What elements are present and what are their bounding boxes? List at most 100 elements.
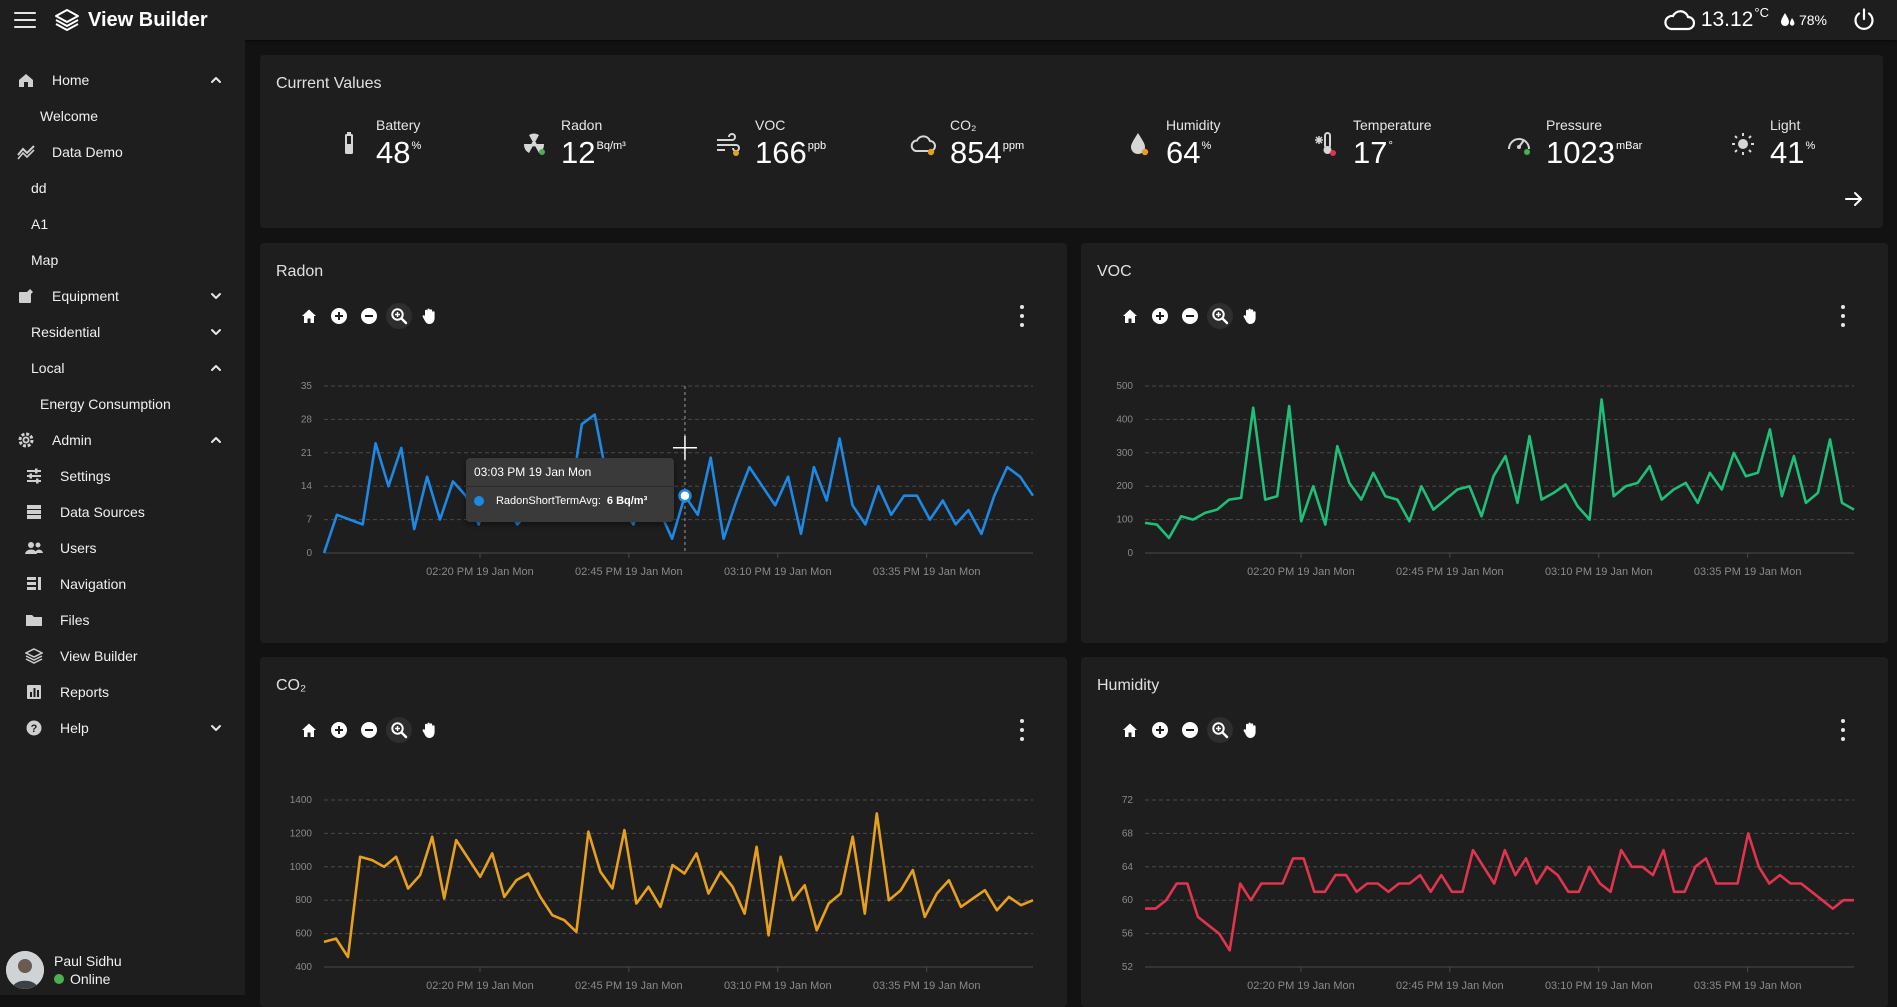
x-tick-label: 03:35 PM 19 Jan Mon <box>873 566 981 578</box>
sidebar-item-navigation[interactable]: Navigation <box>0 567 245 601</box>
user-profile[interactable]: Paul Sidhu Online <box>6 951 122 989</box>
more-vert-icon[interactable] <box>1019 305 1025 327</box>
zoom-in-icon[interactable] <box>1147 303 1173 329</box>
y-tick-label: 400 <box>1116 414 1133 425</box>
more-vert-icon[interactable] <box>1840 719 1846 741</box>
hovered-data-point[interactable] <box>678 488 692 503</box>
magnifier-icon[interactable] <box>386 303 412 329</box>
avatar[interactable] <box>6 951 44 989</box>
humidity-chart-title: Humidity <box>1097 677 1160 694</box>
voc-series-line[interactable] <box>1144 398 1855 540</box>
sidebar-item-label: Map <box>31 252 59 268</box>
x-tick-label: 03:35 PM 19 Jan Mon <box>873 980 981 992</box>
home-icon[interactable] <box>296 303 322 329</box>
pan-hand-icon[interactable] <box>416 303 442 329</box>
zoom-out-icon[interactable] <box>356 717 382 743</box>
current-value-number: 12Bq/m³ <box>561 135 626 171</box>
arrow-right-icon[interactable] <box>1843 188 1865 210</box>
zoom-in-icon[interactable] <box>326 717 352 743</box>
data-sources-icon <box>25 503 43 521</box>
pan-hand-icon[interactable] <box>416 717 442 743</box>
more-vert-icon[interactable] <box>1840 305 1846 327</box>
humidity-series-line[interactable] <box>1145 832 1854 952</box>
online-status-dot <box>54 974 64 984</box>
user-status-label: Online <box>70 971 111 987</box>
y-tick-label: 68 <box>1122 828 1134 839</box>
sidebar-item-residential[interactable]: Residential <box>0 315 245 349</box>
tooltip-series-name: RadonShortTermAvg: <box>495 494 601 507</box>
sidebar-item-map[interactable]: Map <box>0 243 245 277</box>
current-value-label: Light <box>1770 117 1801 133</box>
home-icon[interactable] <box>1117 717 1143 743</box>
pan-hand-icon[interactable] <box>1237 303 1263 329</box>
current-value-number: 48% <box>376 135 421 171</box>
sidebar-item-dd[interactable]: dd <box>0 171 245 205</box>
voc-line-chart[interactable]: 0 100 200 300 400 500 02:20 PM 19 Jan Mon 02:45… <box>1081 243 1888 643</box>
radon-chart-title: Radon <box>276 263 324 280</box>
radon-line-chart[interactable]: 0 7 14 21 28 35 02:20 PM 19 Jan Mon 02:45 PM 19… <box>260 243 1067 643</box>
sidebar-item-welcome[interactable]: Welcome <box>0 99 245 133</box>
menu-icon[interactable] <box>14 12 36 28</box>
users-icon <box>25 539 43 557</box>
tooltip-series-marker <box>473 495 484 506</box>
sidebar-item-label: Admin <box>52 432 92 448</box>
sidebar-item-reports[interactable]: Reports <box>0 675 245 709</box>
x-tick-label: 02:45 PM 19 Jan Mon <box>575 566 683 578</box>
current-value-amount: 12 <box>561 135 596 170</box>
tooltip-row: RadonShortTermAvg: 6 Bq/m³ <box>466 487 674 515</box>
zoom-out-icon[interactable] <box>356 303 382 329</box>
y-tick-label: 1400 <box>290 795 313 806</box>
sidebar-item-help[interactable]: ? Help <box>0 711 245 745</box>
voc-chart-title: VOC <box>1097 263 1132 280</box>
sidebar-item-files[interactable]: Files <box>0 603 245 637</box>
sidebar-item-equipment[interactable]: Equipment <box>0 279 245 313</box>
data-demo-icon <box>17 143 35 161</box>
sidebar-item-energy-consumption[interactable]: Energy Consumption <box>0 387 245 421</box>
magnifier-icon[interactable] <box>1207 303 1233 329</box>
home-icon[interactable] <box>296 717 322 743</box>
sidebar-item-users[interactable]: Users <box>0 531 245 565</box>
sidebar-item-label: Reports <box>60 684 110 700</box>
power-icon[interactable] <box>1851 7 1877 33</box>
user-name: Paul Sidhu <box>54 953 122 969</box>
chart-toolbar <box>1117 717 1267 743</box>
svg-text:?: ? <box>31 723 38 735</box>
pan-hand-icon[interactable] <box>1237 717 1263 743</box>
chevron-down-icon[interactable] <box>209 721 223 735</box>
humidity-chart-card: Humidity 52 56 60 64 68 72 02:20 PM 19 Jan Mon 0… <box>1081 657 1888 1007</box>
sidebar-item-admin[interactable]: Admin <box>0 423 245 457</box>
more-vert-icon[interactable] <box>1019 719 1025 741</box>
app-brand[interactable]: View Builder <box>54 8 208 32</box>
co2-series-line[interactable] <box>323 812 1034 959</box>
magnifier-icon[interactable] <box>1207 717 1233 743</box>
sidebar-item-data-sources[interactable]: Data Sources <box>0 495 245 529</box>
current-value-number: 64% <box>1166 135 1211 171</box>
zoom-in-icon[interactable] <box>1147 717 1173 743</box>
radon-series-line[interactable] <box>322 413 1035 554</box>
magnifier-icon[interactable] <box>386 717 412 743</box>
weather-widget[interactable]: 13.12 °C 78% <box>1663 0 1827 40</box>
sidebar-item-data-demo[interactable]: Data Demo <box>0 135 245 169</box>
cursor-crosshair-icon <box>672 435 697 460</box>
sidebar-item-label: Navigation <box>60 576 127 592</box>
chevron-down-icon[interactable] <box>209 325 223 339</box>
chevron-up-icon[interactable] <box>209 433 223 447</box>
sidebar-item-a1[interactable]: A1 <box>0 207 245 241</box>
co2-line-chart[interactable]: 400 600 800 1000 1200 1400 02:20 PM 19 Jan Mon… <box>260 657 1067 1007</box>
chevron-down-icon[interactable] <box>209 289 223 303</box>
humidity-line-chart[interactable]: 52 56 60 64 68 72 02:20 PM 19 Jan Mon 02:45 PM … <box>1081 657 1888 1007</box>
sidebar-item-local[interactable]: Local <box>0 351 245 385</box>
y-tick-label: 1200 <box>290 828 313 839</box>
sidebar-item-view-builder[interactable]: View Builder <box>0 639 245 673</box>
avatar-image <box>6 951 44 989</box>
chart-tooltip: 03:03 PM 19 Jan Mon RadonShortTermAvg: 6 B… <box>465 457 674 522</box>
chevron-up-icon[interactable] <box>209 73 223 87</box>
chart-toolbar <box>296 303 446 329</box>
sidebar-item-home[interactable]: Home <box>0 63 245 97</box>
zoom-out-icon[interactable] <box>1177 717 1203 743</box>
home-icon[interactable] <box>1117 303 1143 329</box>
zoom-out-icon[interactable] <box>1177 303 1203 329</box>
chevron-up-icon[interactable] <box>209 361 223 375</box>
sidebar-item-settings[interactable]: Settings <box>0 459 245 493</box>
zoom-in-icon[interactable] <box>326 303 352 329</box>
